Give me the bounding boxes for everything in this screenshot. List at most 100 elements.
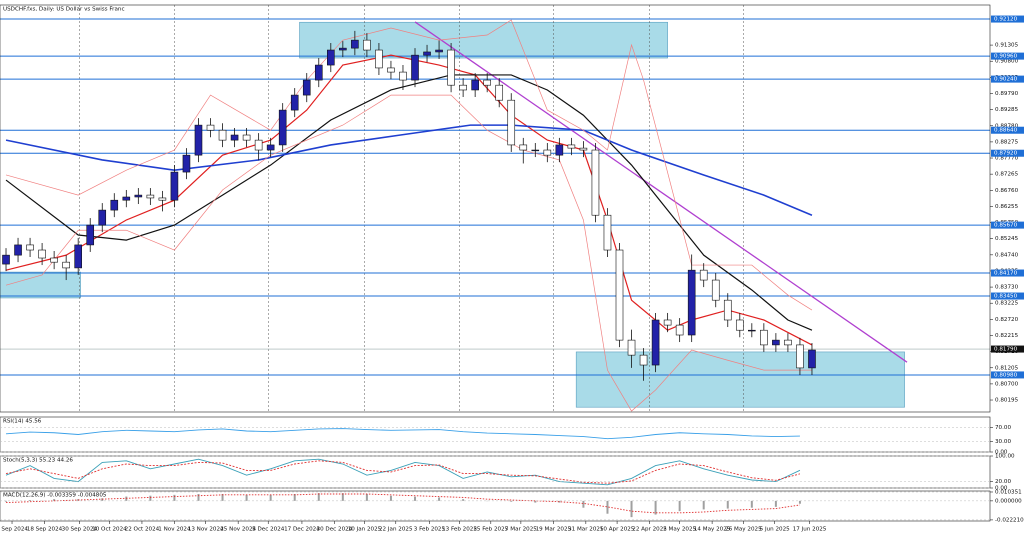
candle-body [711, 279, 720, 301]
y-tick-label: 0.89790 [995, 91, 1019, 97]
indicator-line [5, 74, 813, 331]
level-tag [991, 371, 1024, 379]
macd-bar [317, 493, 320, 501]
y-tick-label: 0.80195 [995, 398, 1019, 404]
level-label: 0.87920 [994, 151, 1018, 157]
panel-frame [0, 490, 991, 522]
x-tick-label: 31 Mar 2025 [568, 527, 604, 533]
candle-body [170, 171, 179, 201]
macd-bar [462, 499, 465, 501]
candle-body [639, 354, 648, 366]
y-tick-label: 0.010351 [995, 489, 1022, 495]
candle-body [723, 299, 732, 321]
candle-body [194, 124, 203, 156]
indicator-line [5, 428, 800, 440]
candle-body [531, 149, 540, 152]
candle-body [146, 194, 155, 199]
y-tick-label: 0.86760 [995, 188, 1019, 194]
candle-body [808, 349, 816, 369]
candle-body [735, 319, 744, 331]
y-tick-label: 0.88275 [995, 139, 1019, 145]
macd-bar [293, 494, 296, 501]
candle-body [74, 244, 82, 269]
candle-body [206, 124, 215, 131]
last-price-label: 0.81790 [994, 347, 1018, 353]
x-tick-label: 18 Sep 2024 [27, 527, 63, 533]
zone [0, 271, 81, 299]
level-label: 0.90960 [994, 54, 1018, 60]
x-tick-label: 13 Feb 2025 [442, 527, 477, 533]
candle-body [591, 149, 600, 216]
level-label: 0.84170 [994, 271, 1018, 277]
y-tick-label: 0.84740 [995, 252, 1019, 258]
x-tick-label: 10 Apr 2025 [600, 527, 635, 533]
candle-body [158, 197, 167, 201]
x-tick-label: 4 Sep 2024 [0, 527, 28, 533]
y-tick-label: 70.00 [995, 425, 1011, 431]
y-tick-label: 0.81205 [995, 365, 1019, 371]
candle-body [254, 139, 263, 151]
candle-body [748, 329, 756, 332]
candle-body [314, 64, 323, 81]
macd-bar [702, 500, 705, 510]
x-tick-label: 26 May 2025 [725, 527, 762, 533]
candle-body [459, 84, 467, 91]
candle-body [663, 319, 672, 326]
y-tick-label: -0.022210 [995, 517, 1024, 523]
x-tick-label: 30 Dec 2024 [317, 527, 353, 533]
plot-area [5, 428, 800, 440]
macd-bar [245, 494, 248, 501]
candle-body [134, 194, 143, 198]
level-tag [991, 221, 1024, 229]
candle-body [110, 199, 119, 211]
y-tick-label: 0.82215 [995, 333, 1019, 339]
candle-body [230, 134, 239, 141]
macd-bar [510, 500, 513, 502]
level-label: 0.83450 [994, 294, 1018, 300]
x-tick-label: 2 May 2025 [663, 527, 696, 533]
macd-bar [582, 500, 585, 508]
level-label: 0.80980 [994, 372, 1018, 378]
signal-line [5, 493, 801, 514]
candle-body [543, 149, 552, 156]
candle-body [435, 49, 443, 53]
macd-bar [389, 495, 392, 501]
level-tag [991, 52, 1024, 60]
candle-body [603, 214, 612, 251]
candle-body [784, 339, 792, 346]
x-tick-label: 1 Nov 2024 [158, 527, 191, 533]
level-tag [991, 292, 1024, 300]
level-label: 0.88640 [994, 128, 1018, 134]
macd-bar [197, 494, 200, 501]
y-tick-label: 0.00 [995, 486, 1008, 492]
candle-body [411, 54, 419, 81]
macd-bar [558, 500, 561, 503]
macd-bar [534, 500, 537, 503]
x-tick-label: 17 Dec 2024 [284, 527, 320, 533]
macd-bar [726, 500, 729, 509]
macd-bar [414, 496, 417, 501]
candle-body [471, 79, 479, 91]
candle-body [38, 249, 46, 259]
macd-bar [221, 494, 224, 501]
macd-bar [630, 500, 633, 518]
level-tag [991, 75, 1024, 83]
indicator-line [5, 458, 801, 486]
panel-frame [0, 455, 991, 489]
panel-frame [0, 416, 991, 453]
panel-frame [0, 4, 991, 413]
candle-body [507, 99, 516, 146]
y-tick-label: 0.00 [995, 450, 1008, 456]
indicator-line [5, 19, 813, 311]
macd-bar [149, 495, 152, 501]
candle-body [615, 249, 624, 341]
candle-body [242, 134, 251, 141]
candle-body [327, 49, 335, 66]
candle-body [218, 129, 227, 141]
candle-body [675, 324, 684, 336]
candle-body [760, 329, 768, 346]
candle-body [772, 339, 780, 346]
y-tick-label: 0.88780 [995, 123, 1019, 129]
candle-body [290, 94, 299, 111]
